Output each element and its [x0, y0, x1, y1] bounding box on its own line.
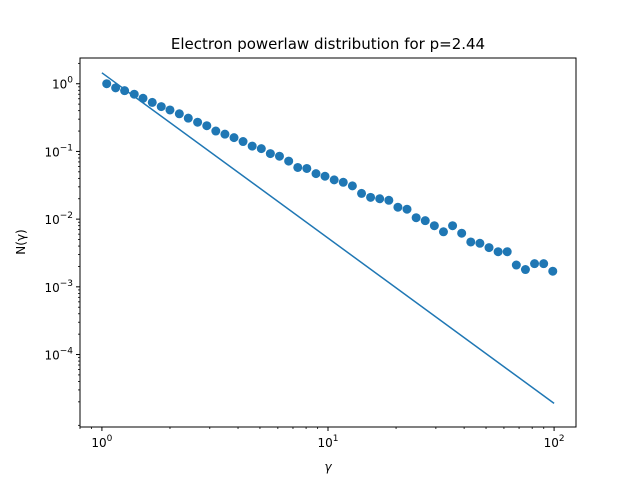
scatter-point: [174, 109, 184, 119]
scatter-point: [156, 102, 166, 112]
scatter-point: [211, 126, 221, 136]
scatter-point: [366, 192, 376, 202]
scatter-point: [466, 237, 476, 247]
scatter-point: [320, 171, 330, 181]
scatter-point: [520, 265, 530, 275]
x-tick-label: 101: [317, 434, 338, 450]
x-tick-label: 102: [544, 434, 565, 450]
y-axis-label: N(γ): [14, 229, 28, 254]
scatter-point: [183, 113, 193, 123]
y-tick-label: 10−1: [44, 143, 73, 159]
axes-ticks: 100 101 102 100 10−1 10−2 10−3 10−4: [44, 62, 565, 450]
scatter-point: [493, 247, 503, 257]
scatter-point: [229, 133, 239, 143]
scatter-point: [429, 221, 439, 231]
scatter-point: [329, 175, 339, 185]
scatter-point: [384, 195, 394, 205]
scatter-point: [502, 247, 512, 257]
scatter-point: [311, 169, 321, 179]
scatter-point: [530, 259, 540, 269]
scatter-point: [193, 117, 203, 127]
scatter-point: [393, 202, 403, 212]
scatter-point: [220, 129, 230, 139]
scatter-point: [147, 97, 157, 107]
chart-title: Electron powerlaw distribution for p=2.4…: [171, 35, 485, 53]
scatter-point: [411, 213, 421, 223]
scatter-point: [102, 79, 112, 89]
x-axis-label: γ: [324, 460, 332, 474]
axes-frame: [79, 57, 577, 428]
scatter-point: [347, 181, 357, 191]
scatter-point: [420, 216, 430, 226]
y-tick-label: 10−2: [44, 211, 73, 227]
scatter-point: [238, 137, 248, 147]
scatter-point: [284, 156, 294, 166]
powerlaw-line: [101, 72, 555, 404]
y-tick-label: 10−4: [44, 347, 73, 363]
scatter-point: [457, 228, 467, 238]
scatter-point: [539, 259, 549, 269]
scatter-point: [548, 266, 558, 276]
scatter-point: [448, 221, 458, 231]
scatter-point: [247, 141, 257, 151]
scatter-point: [375, 194, 385, 204]
scatter-point: [256, 144, 266, 154]
y-tick-label: 100: [52, 76, 73, 92]
scatter-point: [438, 227, 448, 237]
scatter-point: [111, 83, 121, 93]
scatter-point: [129, 89, 139, 99]
scatter-point: [484, 243, 494, 253]
scatter-point: [511, 260, 521, 270]
scatter-point: [475, 238, 485, 248]
scatter-point: [202, 121, 212, 131]
scatter-point: [302, 163, 312, 173]
scatter-point: [293, 162, 303, 172]
scatter-point: [338, 177, 348, 187]
scatter-point: [357, 188, 367, 198]
plot-area: [101, 72, 558, 404]
scatter-point: [165, 105, 175, 115]
scatter-point: [274, 151, 284, 161]
scatter-point: [265, 149, 275, 159]
scatter-point: [402, 204, 412, 214]
x-tick-label: 100: [91, 434, 112, 450]
y-tick-label: 10−3: [44, 279, 73, 295]
